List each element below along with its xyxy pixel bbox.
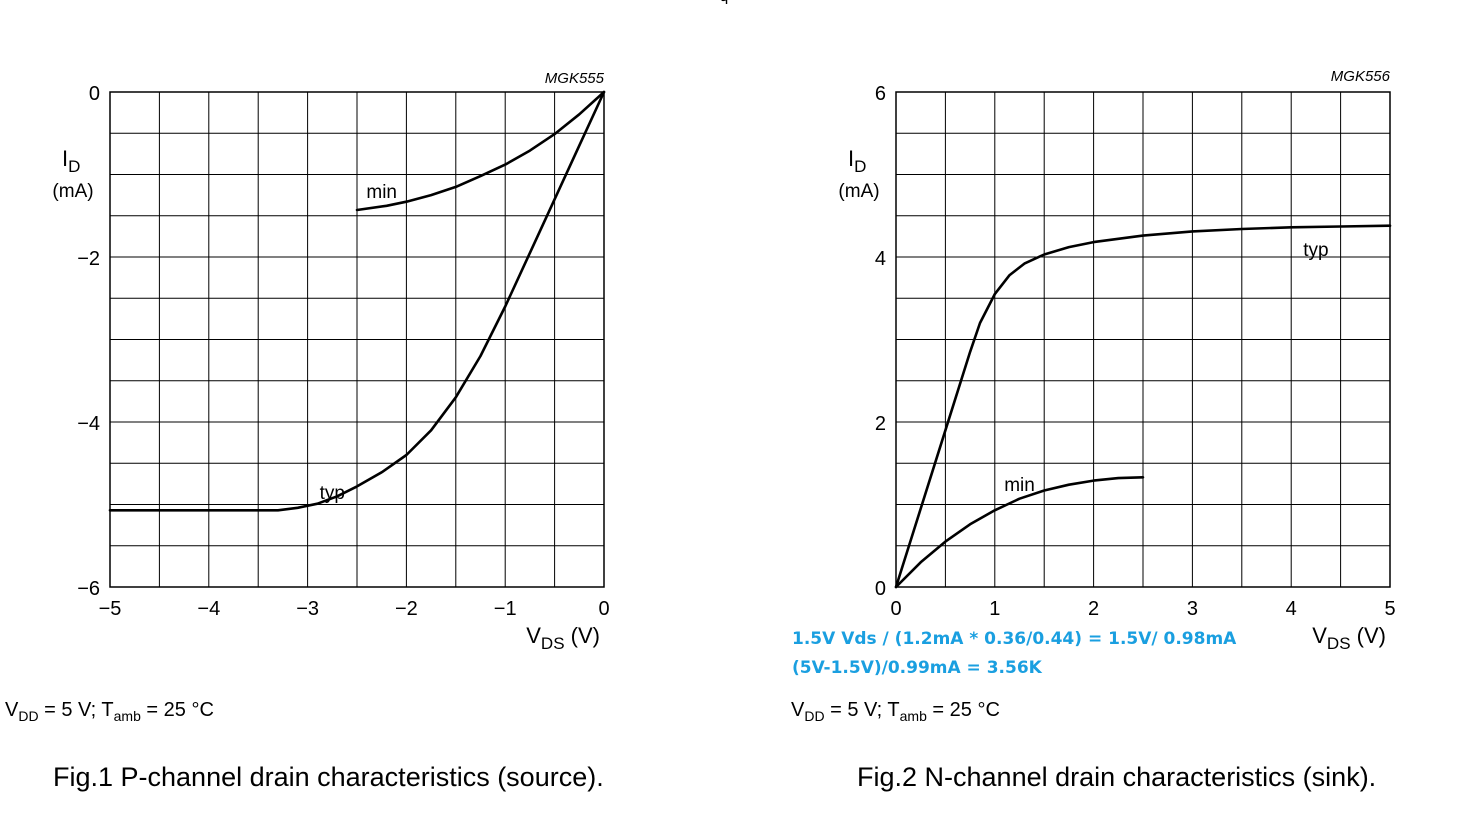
series-label-min: min: [1004, 475, 1035, 496]
y-tick-label: 2: [875, 413, 886, 435]
y-tick-label: 0: [875, 578, 886, 600]
chart-code: MGK555: [545, 70, 605, 87]
annotation-line-1: 1.5V Vds / (1.2mA * 0.36/0.44) = 1.5V/ 0…: [792, 629, 1237, 649]
chart-p-channel: −5 −4 −3 −2 −1 0 −6 −4 −2 0 MGK555 ID (mA) VDS (V) min…: [52, 70, 609, 653]
x-tick-label: 0: [890, 598, 901, 620]
x-tick-label: −1: [494, 598, 517, 620]
y-tick-label: −6: [77, 578, 100, 600]
x-tick-label: −4: [197, 598, 220, 620]
y-tick-label: −2: [77, 248, 100, 270]
series-line-min: [894, 476, 1145, 589]
x-axis-label: VDS (V): [526, 623, 600, 653]
x-axis-label-sub: DS: [1327, 634, 1351, 653]
conditions-fig1: VDD = 5 V; Tamb = 25 °C: [5, 699, 214, 724]
y-tick-label: 0: [89, 83, 100, 105]
x-axis-label-unit: (V): [1351, 623, 1386, 648]
x-tick-label: −3: [296, 598, 319, 620]
top-fragment: ч: [720, 0, 728, 8]
y-axis-label-sub: D: [854, 157, 866, 176]
x-axis-label-main: V: [526, 623, 541, 648]
x-axis-label-unit: (V): [565, 623, 600, 648]
x-tick-label: 1: [989, 598, 1000, 620]
y-tick-label: 4: [875, 248, 886, 270]
series-line-typ: [108, 90, 606, 512]
y-axis-unit: (mA): [52, 181, 93, 202]
y-axis-label-main: I: [62, 146, 68, 171]
series-label-min: min: [366, 182, 397, 203]
series-line-min: [355, 90, 606, 212]
y-tick-label: −4: [77, 413, 100, 435]
y-tick-label: 6: [875, 83, 886, 105]
y-axis-unit: (mA): [838, 181, 879, 202]
conditions-fig2: VDD = 5 V; Tamb = 25 °C: [791, 699, 1000, 724]
x-tick-label: 2: [1088, 598, 1099, 620]
plot-frame: [895, 91, 1391, 588]
caption-fig2: Fig.2 N-channel drain characteristics (s…: [857, 762, 1377, 792]
annotation-line-2: (5V-1.5V)/0.99mA = 3.56K: [792, 658, 1042, 678]
series-label-typ: typ: [320, 483, 345, 504]
x-tick-label: 3: [1187, 598, 1198, 620]
x-axis-label: VDS (V): [1312, 623, 1386, 653]
x-axis-label-sub: DS: [541, 634, 565, 653]
series-line-typ: [894, 224, 1392, 589]
chart-n-channel: 0 1 2 3 4 5 0 2 4 6 MGK556 ID (mA) VDS (V) typ min: [838, 68, 1395, 653]
x-tick-label: 5: [1384, 598, 1395, 620]
caption-fig1: Fig.1 P-channel drain characteristics (s…: [53, 762, 604, 792]
chart-code: MGK556: [1331, 68, 1391, 85]
series-label-typ: typ: [1303, 240, 1328, 261]
x-tick-label: −5: [99, 598, 122, 620]
y-axis-label: ID: [62, 146, 80, 176]
plot-frame: [109, 91, 605, 588]
x-tick-label: 4: [1286, 598, 1297, 620]
y-axis-label: ID: [848, 146, 866, 176]
x-tick-label: −2: [395, 598, 418, 620]
x-tick-label: 0: [598, 598, 609, 620]
y-axis-label-sub: D: [68, 157, 80, 176]
x-axis-label-main: V: [1312, 623, 1327, 648]
y-axis-label-main: I: [848, 146, 854, 171]
